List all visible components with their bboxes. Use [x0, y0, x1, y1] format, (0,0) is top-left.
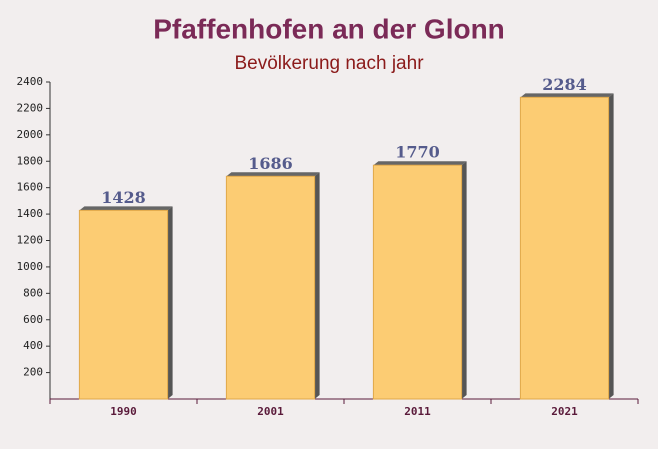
- bar-shadow: [608, 93, 614, 400]
- x-tick-label: 2001: [257, 405, 284, 418]
- value-label: 1686: [248, 154, 293, 173]
- y-tick-label: 2000: [17, 128, 44, 141]
- y-tick-label: 2200: [17, 101, 44, 114]
- bar-shadow: [167, 206, 173, 399]
- bar: [225, 175, 316, 400]
- chart-subtitle: Bevölkerung nach jahr: [234, 53, 424, 74]
- y-tick-label: 1000: [17, 260, 44, 273]
- y-tick-label: 600: [23, 313, 43, 326]
- bar-shadow: [314, 172, 320, 399]
- bar-shadow: [520, 93, 614, 98]
- y-tick-label: 1800: [17, 154, 44, 167]
- y-tick-label: 200: [23, 366, 43, 379]
- value-label: 1770: [395, 143, 440, 162]
- y-tick-label: 1600: [17, 181, 44, 194]
- x-tick-label: 2021: [551, 405, 578, 418]
- value-label: 1428: [101, 188, 146, 207]
- y-tick-label: 1400: [17, 207, 44, 220]
- bar-shadow: [461, 161, 467, 399]
- x-tick-label: 1990: [110, 405, 137, 418]
- y-tick-label: 2400: [17, 75, 44, 88]
- bar: [372, 164, 463, 400]
- value-label: 2284: [542, 75, 587, 94]
- bar: [519, 96, 610, 400]
- bar-shadow: [79, 206, 173, 211]
- bar: [78, 209, 169, 400]
- bar-shadow: [226, 172, 320, 177]
- y-tick-label: 400: [23, 339, 43, 352]
- x-tick-label: 2011: [404, 405, 431, 418]
- bar-shadow: [373, 161, 467, 166]
- chart-title: Pfaffenhofen an der Glonn: [153, 13, 505, 44]
- y-tick-label: 800: [23, 286, 43, 299]
- y-tick-label: 1200: [17, 234, 44, 247]
